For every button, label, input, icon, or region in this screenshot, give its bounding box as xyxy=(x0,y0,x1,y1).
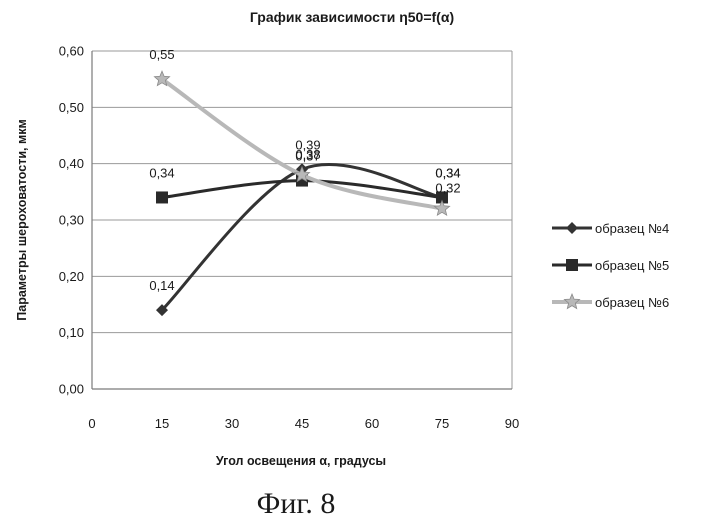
data-point-square xyxy=(156,191,168,203)
legend-label: образец №5 xyxy=(595,258,669,273)
legend-label: образец №4 xyxy=(595,221,669,236)
x-tick-label: 30 xyxy=(225,416,239,431)
data-label: 0,34 xyxy=(435,165,460,180)
data-label: 0,14 xyxy=(149,278,174,293)
y-tick-label: 0,40 xyxy=(59,156,84,171)
data-label: 0,38 xyxy=(295,147,320,162)
y-tick-label: 0,20 xyxy=(59,269,84,284)
legend-entry: образец №4 xyxy=(552,221,669,236)
y-tick-labels: 0,00 0,10 0,20 0,30 0,40 0,50 0,60 xyxy=(59,44,84,397)
x-tick-labels: 0 15 30 45 60 75 90 xyxy=(88,416,519,431)
data-point-star xyxy=(564,294,579,309)
y-tick-label: 0,10 xyxy=(59,325,84,340)
y-tick-label: 0,00 xyxy=(59,382,84,397)
x-tick-label: 60 xyxy=(365,416,379,431)
chart-title: График зависимости η50=f(α) xyxy=(250,9,454,25)
x-tick-label: 15 xyxy=(155,416,169,431)
data-label: 0,55 xyxy=(149,47,174,62)
x-tick-label: 90 xyxy=(505,416,519,431)
y-tick-label: 0,50 xyxy=(59,100,84,115)
x-axis-title: Угол освещения α, градусы xyxy=(216,454,386,468)
data-label: 0,34 xyxy=(149,165,174,180)
series xyxy=(154,71,449,316)
legend-entry: образец №6 xyxy=(552,294,669,310)
data-point-diamond xyxy=(566,222,578,234)
x-tick-label: 45 xyxy=(295,416,309,431)
figure-caption: Фиг. 8 xyxy=(257,487,336,520)
y-tick-label: 0,30 xyxy=(59,213,84,228)
y-tick-label: 0,60 xyxy=(59,44,84,59)
legend-entry: образец №5 xyxy=(552,258,669,273)
y-axis-title: Параметры шероховатости, мкм xyxy=(15,119,29,320)
x-tick-label: 75 xyxy=(435,416,449,431)
legend-label: образец №6 xyxy=(595,295,669,310)
x-tick-label: 0 xyxy=(88,416,95,431)
data-point-square xyxy=(566,259,578,271)
legend: образец №4 образец №5 образец №6 xyxy=(552,221,669,310)
data-label: 0,32 xyxy=(435,181,460,196)
gridlines xyxy=(92,51,512,389)
